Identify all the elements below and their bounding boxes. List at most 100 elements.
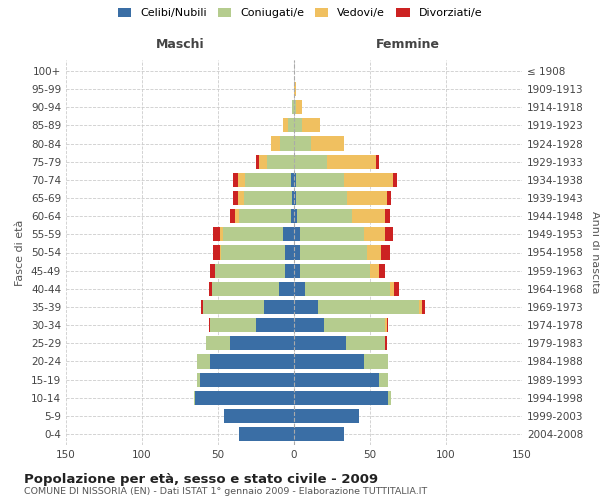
Bar bbox=[233, 191, 238, 205]
Bar bbox=[288, 118, 294, 132]
Bar bbox=[294, 100, 296, 114]
Bar bbox=[203, 300, 263, 314]
Bar bbox=[256, 154, 259, 169]
Bar bbox=[206, 336, 230, 350]
Bar bbox=[296, 100, 302, 114]
Bar bbox=[279, 282, 294, 296]
Bar bbox=[297, 209, 352, 224]
Bar bbox=[387, 318, 388, 332]
Bar bbox=[245, 173, 291, 187]
Text: COMUNE DI NISSORIA (EN) - Dati ISTAT 1° gennaio 2009 - Elaborazione TUTTITALIA.I: COMUNE DI NISSORIA (EN) - Dati ISTAT 1° … bbox=[24, 487, 427, 496]
Bar bbox=[300, 264, 370, 278]
Text: Femmine: Femmine bbox=[376, 38, 440, 51]
Bar bbox=[214, 246, 220, 260]
Bar bbox=[367, 246, 380, 260]
Bar bbox=[283, 228, 294, 241]
Bar bbox=[292, 100, 294, 114]
Bar bbox=[344, 173, 393, 187]
Bar bbox=[294, 409, 359, 423]
Bar bbox=[238, 191, 244, 205]
Bar bbox=[211, 354, 294, 368]
Bar bbox=[271, 136, 280, 150]
Bar bbox=[230, 336, 294, 350]
Bar bbox=[294, 372, 379, 386]
Bar bbox=[283, 118, 288, 132]
Bar bbox=[280, 136, 294, 150]
Bar bbox=[294, 82, 296, 96]
Bar bbox=[328, 154, 376, 169]
Bar bbox=[385, 336, 387, 350]
Bar bbox=[211, 318, 256, 332]
Bar bbox=[393, 173, 397, 187]
Bar bbox=[239, 427, 294, 441]
Bar bbox=[214, 228, 220, 241]
Bar bbox=[197, 372, 200, 386]
Bar bbox=[388, 390, 391, 405]
Bar bbox=[376, 154, 379, 169]
Bar bbox=[200, 372, 294, 386]
Bar bbox=[211, 264, 215, 278]
Bar bbox=[294, 246, 300, 260]
Bar bbox=[285, 264, 294, 278]
Bar bbox=[230, 209, 235, 224]
Bar bbox=[235, 209, 239, 224]
Bar bbox=[294, 318, 325, 332]
Bar bbox=[300, 246, 367, 260]
Bar bbox=[364, 354, 388, 368]
Bar bbox=[294, 228, 300, 241]
Bar bbox=[296, 173, 344, 187]
Bar bbox=[370, 264, 379, 278]
Bar bbox=[385, 318, 387, 332]
Bar bbox=[212, 282, 279, 296]
Bar bbox=[352, 209, 385, 224]
Bar bbox=[215, 264, 285, 278]
Bar bbox=[201, 300, 203, 314]
Bar bbox=[390, 282, 394, 296]
Bar bbox=[294, 154, 328, 169]
Bar bbox=[195, 390, 294, 405]
Bar bbox=[291, 173, 294, 187]
Bar bbox=[364, 228, 385, 241]
Bar bbox=[294, 118, 302, 132]
Bar bbox=[256, 318, 294, 332]
Bar bbox=[294, 209, 297, 224]
Bar bbox=[194, 390, 195, 405]
Bar bbox=[394, 282, 399, 296]
Bar bbox=[197, 354, 211, 368]
Bar bbox=[347, 191, 387, 205]
Bar bbox=[224, 409, 294, 423]
Bar bbox=[238, 173, 245, 187]
Bar bbox=[285, 246, 294, 260]
Bar bbox=[294, 191, 296, 205]
Bar bbox=[294, 282, 305, 296]
Bar bbox=[292, 191, 294, 205]
Bar bbox=[266, 154, 294, 169]
Bar bbox=[244, 191, 292, 205]
Bar bbox=[259, 154, 266, 169]
Legend: Celibi/Nubili, Coniugati/e, Vedovi/e, Divorziati/e: Celibi/Nubili, Coniugati/e, Vedovi/e, Di… bbox=[113, 3, 487, 22]
Bar bbox=[325, 318, 385, 332]
Bar bbox=[294, 354, 364, 368]
Bar bbox=[311, 136, 344, 150]
Bar bbox=[239, 209, 291, 224]
Bar bbox=[209, 282, 212, 296]
Bar bbox=[221, 246, 285, 260]
Y-axis label: Fasce di età: Fasce di età bbox=[16, 220, 25, 286]
Bar bbox=[294, 427, 344, 441]
Bar bbox=[385, 209, 390, 224]
Bar bbox=[296, 191, 347, 205]
Bar bbox=[294, 300, 319, 314]
Bar bbox=[294, 264, 300, 278]
Bar bbox=[302, 118, 320, 132]
Bar bbox=[294, 173, 296, 187]
Text: Maschi: Maschi bbox=[155, 38, 205, 51]
Bar bbox=[380, 246, 390, 260]
Bar bbox=[346, 336, 385, 350]
Bar bbox=[300, 228, 364, 241]
Bar bbox=[419, 300, 422, 314]
Text: Popolazione per età, sesso e stato civile - 2009: Popolazione per età, sesso e stato civil… bbox=[24, 472, 378, 486]
Bar bbox=[220, 228, 223, 241]
Bar bbox=[294, 336, 346, 350]
Bar bbox=[379, 264, 385, 278]
Bar bbox=[294, 136, 311, 150]
